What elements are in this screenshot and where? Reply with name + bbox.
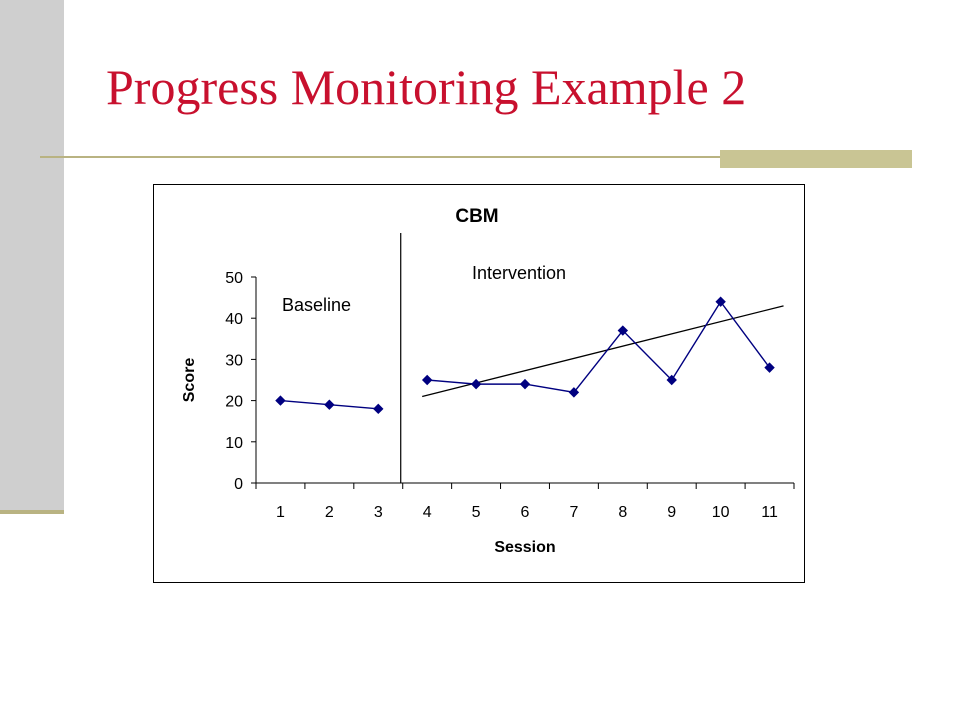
data-point-session-8 [617, 325, 629, 336]
data-point-session-11 [764, 362, 775, 373]
data-point-session-1 [275, 395, 286, 406]
chart-title: CBM [455, 206, 498, 227]
data-point-session-7 [568, 387, 580, 398]
trendline-layer [422, 305, 784, 398]
series-layer [275, 296, 775, 415]
x-tick-label: 4 [423, 504, 432, 521]
phase-label-baseline: Baseline [282, 295, 351, 315]
y-axis-title: Score [181, 358, 198, 403]
x-tick-label: 8 [618, 504, 627, 521]
x-tick-label: 1 [276, 504, 285, 521]
y-tick-label: 50 [225, 270, 243, 287]
y-tick-label: 10 [225, 435, 243, 452]
x-tick-label: 10 [712, 504, 730, 521]
y-tick-label: 20 [225, 394, 243, 411]
data-point-session-2 [324, 399, 335, 410]
y-tick-label: 40 [225, 311, 243, 328]
x-tick-label: 5 [472, 504, 481, 521]
x-tick-label: 3 [374, 504, 383, 521]
x-tick-label: 2 [325, 504, 334, 521]
series-line-intervention [427, 300, 771, 394]
axes: 0 10 20 30 40 50 1 2 3 4 5 6 7 8 9 10 11 [225, 233, 795, 521]
data-point-session-3 [373, 403, 384, 415]
title-accent-block [720, 150, 912, 168]
x-tick-label: 11 [761, 504, 778, 521]
title-underline [40, 156, 910, 158]
x-tick-label: 7 [569, 504, 578, 521]
slide-title: Progress Monitoring Example 2 [106, 59, 747, 115]
slide-side-bar [0, 0, 64, 512]
phase-label-intervention: Intervention [472, 263, 566, 283]
data-point-session-6 [519, 378, 531, 390]
x-axis-title: Session [494, 539, 555, 556]
x-tick-label: 6 [521, 504, 530, 521]
side-bar-accent [0, 510, 64, 514]
y-tick-label: 30 [225, 352, 243, 369]
x-tick-label: 9 [667, 504, 676, 521]
y-tick-label: 0 [234, 476, 243, 493]
chart-frame: CBM 0 10 20 30 40 50 1 2 3 4 5 6 7 8 9 10 11 Session Scor… [153, 184, 805, 583]
labels-layer: Session Score Baseline Intervention [181, 263, 566, 556]
data-point-session-9 [666, 374, 677, 386]
trendline [422, 305, 784, 398]
data-point-session-10 [715, 296, 726, 307]
data-point-session-5 [470, 378, 482, 390]
data-point-session-4 [421, 374, 433, 386]
cbm-chart: CBM 0 10 20 30 40 50 1 2 3 4 5 6 7 8 9 10 11 Session Scor… [181, 206, 795, 556]
